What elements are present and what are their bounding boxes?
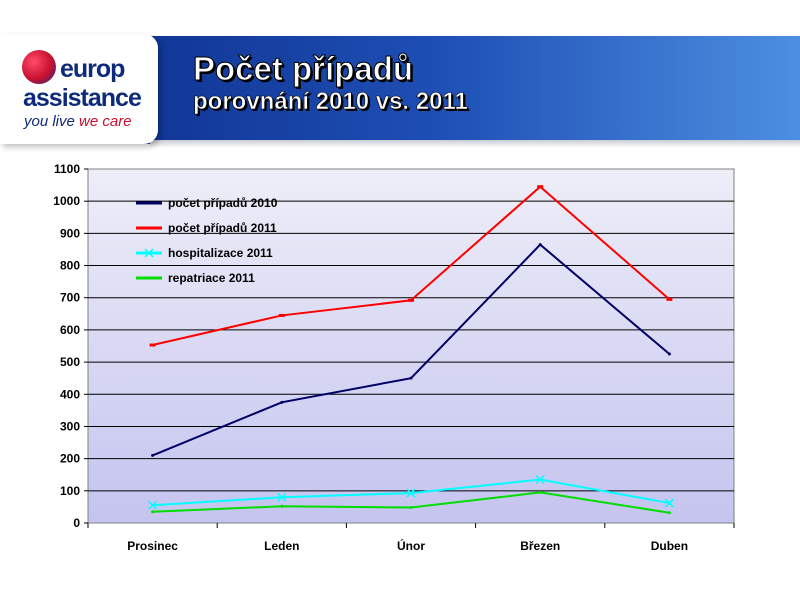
- y-tick-label: 1100: [54, 162, 80, 176]
- y-tick-label: 0: [73, 516, 80, 530]
- x-tick-label: Únor: [397, 538, 425, 553]
- data-point: [280, 504, 284, 508]
- header-shadow: [150, 140, 800, 148]
- page-subtitle: porovnání 2010 vs. 2011: [193, 88, 468, 116]
- y-tick-label: 400: [60, 387, 80, 401]
- y-tick-label: 700: [60, 291, 80, 305]
- y-tick-label: 900: [60, 226, 80, 240]
- logo: [0, 34, 158, 144]
- x-tick-label: Prosinec: [127, 539, 178, 553]
- logo-globe-icon: [22, 50, 56, 84]
- data-point: [277, 492, 287, 502]
- legend-label: hospitalizace 2011: [168, 246, 273, 260]
- y-tick-label: 200: [60, 452, 80, 466]
- y-tick-label: 500: [60, 355, 80, 369]
- page-title: Počet případů: [192, 50, 414, 88]
- legend-label: repatriace 2011: [168, 271, 255, 285]
- data-point: [664, 498, 674, 508]
- y-tick-label: 1000: [53, 194, 80, 208]
- y-tick-label: 600: [60, 323, 80, 337]
- data-point: [538, 243, 542, 247]
- data-point: [151, 453, 155, 457]
- data-point: [148, 500, 158, 510]
- data-point: [667, 352, 671, 356]
- data-point: [667, 511, 671, 515]
- data-point: [538, 490, 542, 494]
- y-tick-label: 300: [60, 419, 80, 433]
- data-point: [535, 475, 545, 485]
- tagline-part1: you live: [24, 113, 75, 130]
- legend-label: počet případů 2011: [168, 221, 277, 235]
- logo-text-assistance: assistance: [23, 84, 142, 112]
- legend-label: počet případů 2010: [168, 196, 278, 210]
- data-point: [409, 506, 413, 510]
- data-point: [280, 400, 284, 404]
- y-tick-label: 100: [60, 484, 80, 498]
- logo-text-europ: europ: [60, 55, 125, 83]
- data-point: [409, 376, 413, 380]
- y-tick-label: 800: [60, 259, 80, 273]
- legend-marker: [144, 248, 154, 258]
- x-tick-label: Březen: [520, 539, 560, 553]
- tagline-part2: we care: [79, 113, 132, 130]
- data-point: [406, 488, 416, 498]
- data-point: [151, 510, 155, 514]
- x-tick-label: Leden: [264, 539, 299, 553]
- plot-area: [87, 168, 735, 524]
- x-tick-label: Duben: [651, 539, 688, 553]
- logo-tagline: you live we care: [24, 113, 132, 130]
